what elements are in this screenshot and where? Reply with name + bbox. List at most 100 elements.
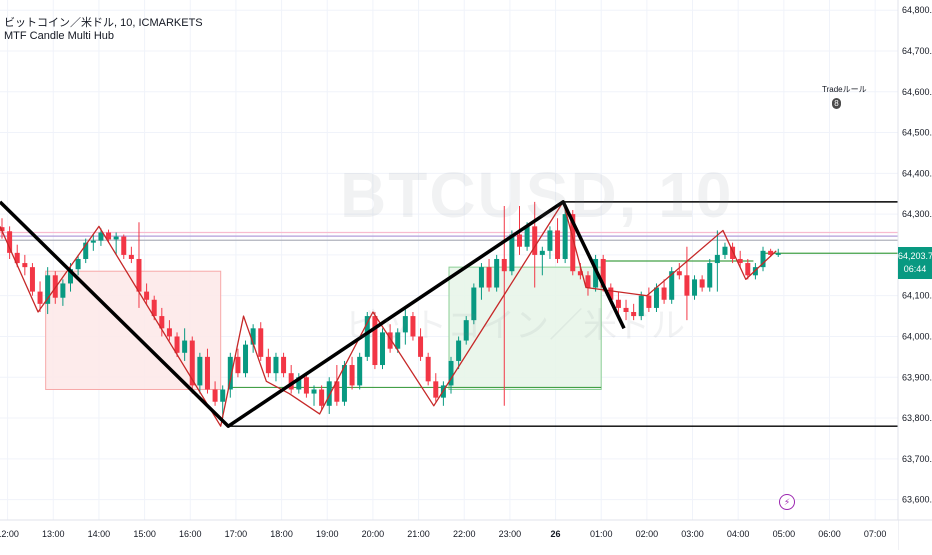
minor-zigzag-line [0,201,777,427]
bear-candle [615,299,621,308]
bull-candle [471,287,477,321]
bear-candle [661,287,667,300]
bull-candle [669,271,675,300]
bear-candle [128,254,134,259]
last-price-value: 64,203.78 [898,251,932,261]
bull-candle [67,269,73,284]
time-tick-label: 07:00 [864,529,887,539]
trade-rule-label[interactable]: Tradeルール [822,85,867,94]
price-tick-label: 64,300.00 [902,209,932,219]
bear-candle [174,336,180,353]
bull-candle [182,340,188,353]
price-tick-label: 63,900.00 [902,372,932,382]
bull-candle [524,226,530,247]
price-tick-label: 64,800.00 [902,5,932,15]
bear-candle [486,267,492,288]
bear-candle [235,356,241,374]
time-tick-label: 13:00 [42,529,65,539]
bull-candle [273,356,279,374]
bear-candle [577,271,583,276]
bear-candle [608,287,614,300]
bear-candle [516,234,522,247]
bear-candle [631,312,637,317]
indicator-legend[interactable]: MTF Candle Multi Hub [4,30,115,42]
bear-candle [159,316,165,329]
last-price-tag: 64,203.78 06:44 [898,247,932,279]
bear-candle [684,275,690,296]
price-tick-label: 64,700.00 [902,46,932,56]
bull-candle [380,332,386,366]
time-tick-label: 23:00 [499,529,522,539]
symbol-legend[interactable]: ビットコイン／米ドル, 10, ICMARKETS [4,17,203,29]
bull-candle [311,389,317,394]
time-axis-bg [0,520,898,550]
price-tick-label: 64,400.00 [902,168,932,178]
bear-candle [418,336,424,357]
bull-candle [448,360,454,386]
bear-candle [22,263,28,268]
bear-candle [212,389,218,402]
time-tick-label: 12:00 [0,529,19,539]
bull-candle [90,240,96,243]
bull-candle [707,263,713,288]
bull-candle [243,344,249,374]
bull-candle [220,389,226,402]
bear-candle [433,381,439,398]
time-tick-label: 22:00 [453,529,476,539]
price-tick-label: 64,000.00 [902,331,932,341]
bear-candle [14,252,20,264]
trade-rule-icon[interactable]: 8 [832,98,841,109]
bull-candle [653,287,659,308]
bear-candle [372,316,378,366]
bear-candle [166,328,172,337]
bull-candle [456,340,462,361]
bear-candle [501,258,507,272]
bear-candle [555,230,561,259]
bear-candle [7,231,13,253]
price-tick-label: 63,700.00 [902,454,932,464]
bear-candle [319,389,325,406]
bear-candle [106,232,112,240]
bull-candle [714,254,720,264]
time-tick-label: 02:00 [636,529,659,539]
time-tick-label: 19:00 [316,529,339,539]
bear-candle [265,356,271,374]
bear-candle [387,332,393,349]
time-tick-label: 01:00 [590,529,613,539]
bull-candle [341,365,347,402]
bull-candle [494,258,500,288]
bull-candle [478,267,484,288]
lightning-icon[interactable]: ⚡ [779,494,795,510]
bear-candle [600,258,606,288]
bull-candle [547,230,553,251]
bear-candle [334,381,340,402]
price-tick-label: 64,100.00 [902,291,932,301]
bear-candle [29,267,35,292]
bull-candle [227,356,233,390]
time-tick-label: 05:00 [773,529,796,539]
symbol-watermark: BTCUSD, 10 [340,159,734,231]
time-tick-label: 17:00 [225,529,248,539]
bear-candle [425,356,431,382]
bear-candle [258,328,264,357]
bull-candle [775,253,781,255]
bear-candle [37,291,43,304]
bear-candle [676,271,682,276]
major-zigzag-line [0,200,626,428]
time-tick-label: 04:00 [727,529,750,539]
bull-candle [638,295,644,317]
bull-candle [562,214,568,259]
bear-candle [768,250,774,255]
bear-candle [204,356,210,390]
bear-candle [189,340,195,386]
bear-candle [0,227,5,232]
bull-candle [60,283,66,298]
bear-candle [303,377,309,394]
bull-candle [197,356,203,386]
bull-candle [509,234,515,272]
bull-candle [722,246,728,255]
bull-candle [357,356,363,386]
price-tick-label: 64,600.00 [902,87,932,97]
